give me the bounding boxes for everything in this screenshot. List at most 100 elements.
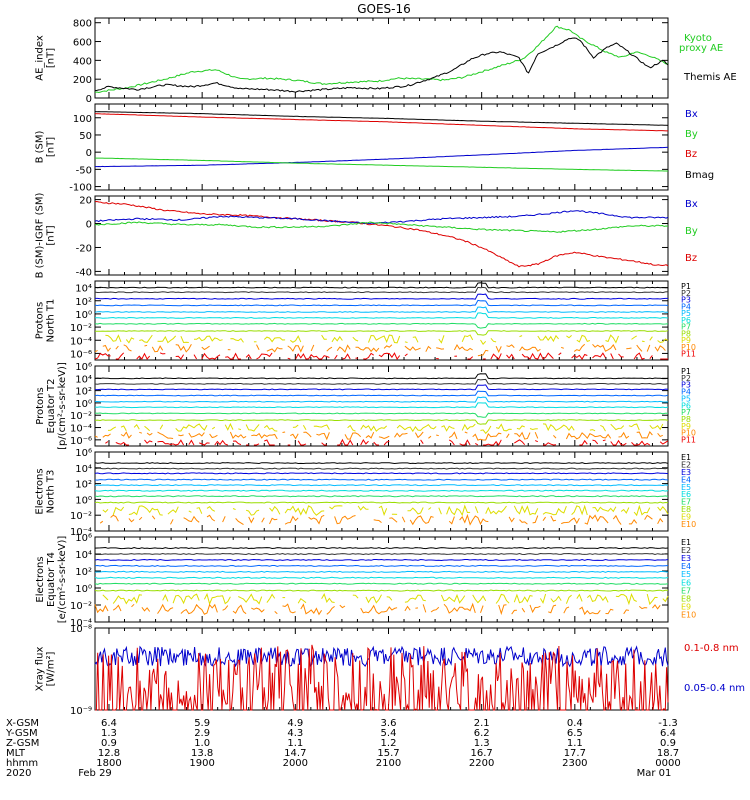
- legend-e6: E6: [681, 578, 691, 587]
- footer-cell: 14.7: [284, 748, 306, 759]
- channel-line: [284, 505, 325, 516]
- footer-cell: 2300: [562, 758, 587, 769]
- channel-line: [516, 425, 525, 430]
- y-tick-label: 10²: [75, 387, 92, 398]
- series-kyoto-proxy-ae: [94, 25, 669, 94]
- y-axis-label: [nT]: [46, 137, 57, 157]
- footer-cell: 6.5: [567, 728, 583, 739]
- legend-e10: E10: [681, 520, 696, 529]
- legend-e6: E6: [681, 490, 691, 499]
- footer-cell: 6.2: [474, 728, 490, 739]
- channel-line: [605, 334, 619, 344]
- channel-line: [94, 501, 669, 504]
- channel-line: [537, 334, 559, 343]
- channel-line: [404, 594, 426, 603]
- panel-frame: [94, 536, 669, 623]
- channel-line: [511, 609, 517, 615]
- channel-line: [94, 282, 669, 289]
- channel-line: [209, 433, 218, 439]
- channel-line: [115, 345, 119, 350]
- channel-line: [589, 429, 596, 432]
- channel-line: [561, 346, 564, 349]
- channel-line: [157, 439, 185, 446]
- channel-line: [461, 334, 474, 343]
- channel-line: [95, 384, 669, 391]
- channel-line: [172, 593, 200, 605]
- channel-line: [292, 424, 299, 428]
- channel-line: [199, 442, 210, 446]
- footer-cell: 2000: [283, 758, 308, 769]
- channel-line: [563, 606, 570, 614]
- y-axis-label: North T1: [46, 299, 57, 343]
- channel-line: [94, 495, 669, 498]
- channel-line: [94, 286, 669, 294]
- footer-date-start: Feb 29: [78, 768, 112, 779]
- channel-line: [321, 442, 327, 446]
- channel-line: [631, 335, 637, 340]
- channel-line: [229, 431, 247, 440]
- footer-cell: 17.7: [564, 748, 586, 759]
- y-tick-label: 10⁻⁴: [70, 424, 92, 435]
- channel-line: [157, 431, 174, 439]
- channel-line: [157, 603, 174, 614]
- channel-line: [352, 336, 359, 342]
- channel-line: [107, 426, 117, 431]
- channel-line: [203, 592, 231, 606]
- channel-line: [355, 346, 380, 353]
- channel-line: [284, 515, 299, 525]
- y-tick-label: 10²: [75, 480, 92, 491]
- y-axis-label: Protons: [35, 302, 46, 339]
- footer-cell: 16.7: [471, 748, 493, 759]
- channel-line: [368, 334, 401, 344]
- panel-frame: [94, 365, 669, 447]
- y-tick-label: 10⁻²: [70, 411, 92, 422]
- channel-line: [264, 439, 275, 446]
- panel-frame: [94, 627, 669, 711]
- footer-cell: 18.7: [657, 748, 679, 759]
- channel-line: [543, 442, 557, 446]
- channel-line: [483, 439, 502, 446]
- panel-elec_e: 10⁻⁴ 10⁻² 10⁰ 10² 10⁴ 10⁶ Electrons Equator T4[…: [35, 533, 696, 629]
- channel-line: [94, 570, 669, 573]
- channel-line: [440, 593, 466, 604]
- channel-line: [477, 349, 489, 357]
- legend-p11: P11: [681, 350, 696, 359]
- channel-line: [245, 424, 260, 432]
- channel-line: [269, 505, 281, 515]
- channel-line: [633, 352, 645, 360]
- footer-cell: 3.6: [381, 718, 397, 729]
- channel-line: [475, 442, 479, 446]
- channel-line: [529, 428, 538, 431]
- channel-line: [565, 594, 572, 604]
- channel-line: [151, 515, 156, 520]
- channel-line: [631, 440, 651, 446]
- channel-line: [159, 424, 164, 430]
- footer-cell: 2.9: [194, 728, 210, 739]
- legend-kyoto: Kyoto: [684, 33, 712, 44]
- channel-line: [373, 519, 382, 523]
- footer-cell: 1.1: [567, 738, 583, 749]
- channel-line: [646, 593, 658, 606]
- legend-e4: E4: [681, 562, 691, 571]
- channel-line: [266, 593, 276, 603]
- channel-line: [225, 352, 241, 360]
- channel-line: [652, 604, 661, 610]
- y-tick-label: 10⁶: [75, 533, 92, 544]
- y-tick-label: 100: [73, 114, 92, 125]
- legend-e7: E7: [681, 498, 691, 507]
- y-tick-label: 10⁰: [75, 584, 92, 595]
- channel-line: [139, 431, 143, 434]
- channel-line: [605, 608, 614, 615]
- channel-line: [297, 597, 307, 604]
- y-tick-label: 600: [73, 38, 92, 49]
- legend-p2: P2: [681, 374, 691, 383]
- legend-p6: P6: [681, 316, 691, 325]
- channel-line: [112, 506, 125, 516]
- channel-line: [383, 440, 390, 446]
- channel-line: [610, 423, 625, 431]
- channel-line: [331, 335, 343, 343]
- y-axis-label: [nT]: [46, 225, 57, 245]
- y-axis-label: B (SM)-IGRF (SM): [35, 193, 46, 279]
- channel-line: [446, 504, 471, 517]
